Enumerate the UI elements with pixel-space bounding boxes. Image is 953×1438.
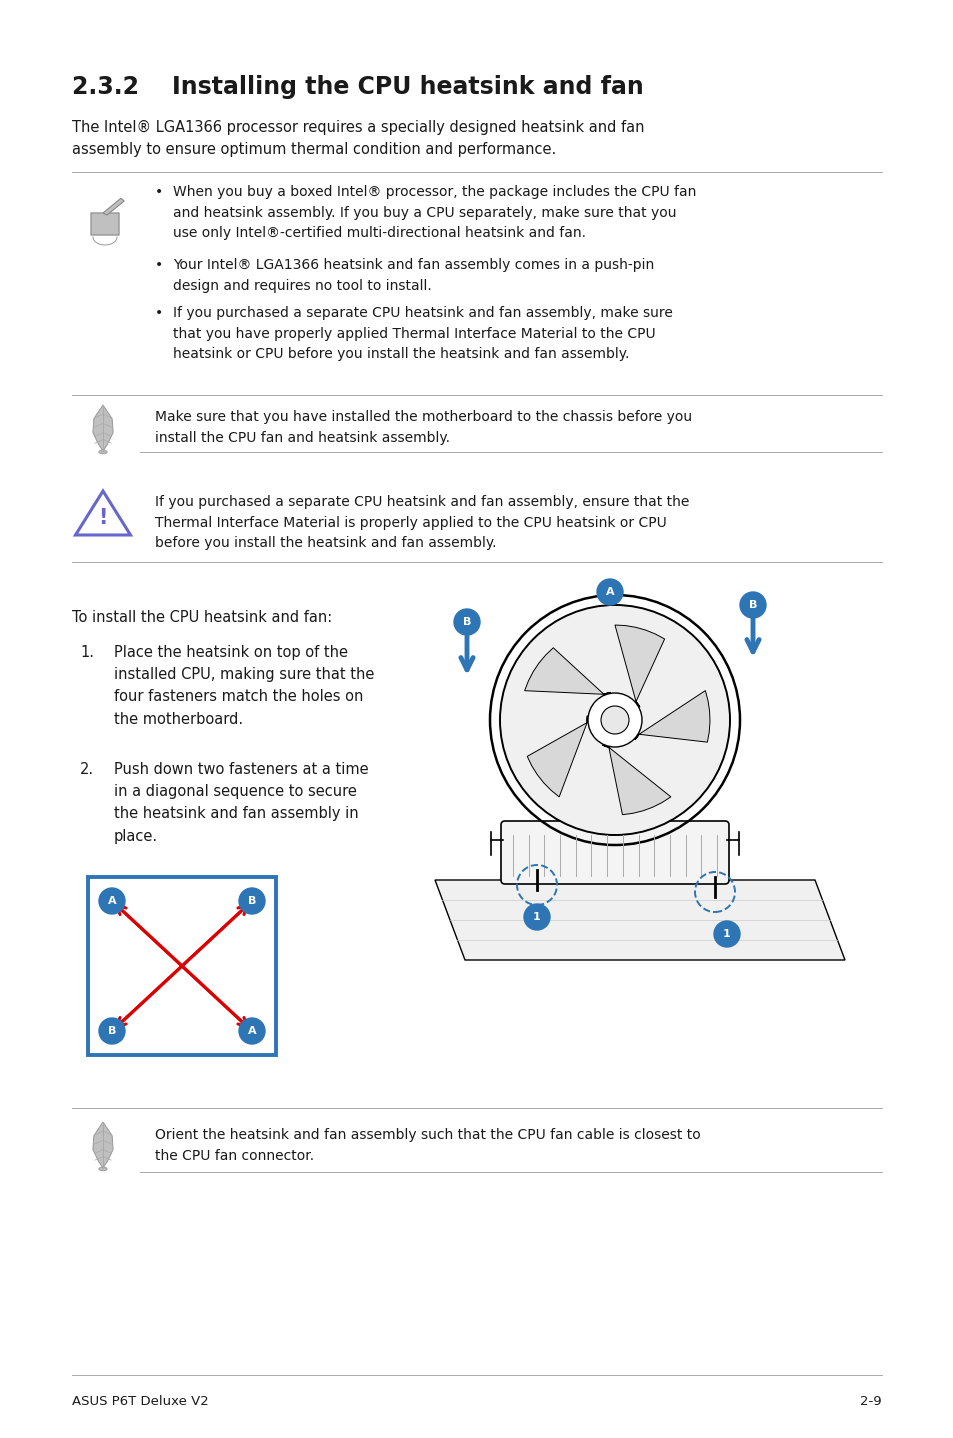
Circle shape <box>587 693 641 746</box>
Text: !: ! <box>98 509 108 529</box>
Text: To install the CPU heatsink and fan:: To install the CPU heatsink and fan: <box>71 610 332 626</box>
Circle shape <box>239 889 265 915</box>
Text: •: • <box>154 186 163 198</box>
Polygon shape <box>601 745 670 815</box>
Text: ASUS P6T Deluxe V2: ASUS P6T Deluxe V2 <box>71 1395 209 1408</box>
Text: Make sure that you have installed the motherboard to the chassis before you
inst: Make sure that you have installed the mo… <box>154 410 691 444</box>
Polygon shape <box>435 880 844 961</box>
Text: •: • <box>154 306 163 321</box>
FancyBboxPatch shape <box>500 821 728 884</box>
Circle shape <box>99 1018 125 1044</box>
Text: 1: 1 <box>533 912 540 922</box>
Text: B: B <box>462 617 471 627</box>
Polygon shape <box>527 716 587 797</box>
Ellipse shape <box>99 1168 107 1171</box>
Text: 2-9: 2-9 <box>860 1395 882 1408</box>
Circle shape <box>614 712 639 738</box>
Text: Push down two fasteners at a time
in a diagonal sequence to secure
the heatsink : Push down two fasteners at a time in a d… <box>113 762 368 844</box>
Text: Your Intel® LGA1366 heatsink and fan assembly comes in a push-pin
design and req: Your Intel® LGA1366 heatsink and fan ass… <box>172 257 654 292</box>
Polygon shape <box>92 406 113 452</box>
Polygon shape <box>92 1122 113 1168</box>
Circle shape <box>740 592 765 618</box>
Circle shape <box>597 580 622 605</box>
Text: 2.3.2    Installing the CPU heatsink and fan: 2.3.2 Installing the CPU heatsink and fa… <box>71 75 643 99</box>
Text: A: A <box>108 896 116 906</box>
Text: B: B <box>108 1025 116 1035</box>
Text: 1: 1 <box>722 929 730 939</box>
Text: If you purchased a separate CPU heatsink and fan assembly, make sure
that you ha: If you purchased a separate CPU heatsink… <box>172 306 672 361</box>
Polygon shape <box>75 490 131 535</box>
Circle shape <box>454 610 479 636</box>
Text: B: B <box>748 600 757 610</box>
Circle shape <box>600 706 628 733</box>
Text: B: B <box>248 896 256 906</box>
Circle shape <box>523 905 550 930</box>
Text: Place the heatsink on top of the
installed CPU, making sure that the
four fasten: Place the heatsink on top of the install… <box>113 646 374 726</box>
Text: The Intel® LGA1366 processor requires a specially designed heatsink and fan
asse: The Intel® LGA1366 processor requires a … <box>71 119 644 157</box>
Ellipse shape <box>99 450 107 454</box>
Text: A: A <box>605 587 614 597</box>
Text: 2.: 2. <box>80 762 94 777</box>
FancyBboxPatch shape <box>91 213 119 234</box>
Circle shape <box>99 889 125 915</box>
Polygon shape <box>524 647 610 695</box>
Bar <box>88 877 275 1055</box>
Polygon shape <box>634 690 709 742</box>
Text: •: • <box>154 257 163 272</box>
Text: 1.: 1. <box>80 646 94 660</box>
Polygon shape <box>615 626 664 707</box>
Text: A: A <box>248 1025 256 1035</box>
Text: When you buy a boxed Intel® processor, the package includes the CPU fan
and heat: When you buy a boxed Intel® processor, t… <box>172 186 696 240</box>
Circle shape <box>239 1018 265 1044</box>
Text: If you purchased a separate CPU heatsink and fan assembly, ensure that the
Therm: If you purchased a separate CPU heatsink… <box>154 495 689 551</box>
Circle shape <box>713 920 740 948</box>
Text: Orient the heatsink and fan assembly such that the CPU fan cable is closest to
t: Orient the heatsink and fan assembly suc… <box>154 1127 700 1162</box>
Text: A: A <box>622 720 631 731</box>
Circle shape <box>499 605 729 835</box>
Polygon shape <box>103 198 124 216</box>
